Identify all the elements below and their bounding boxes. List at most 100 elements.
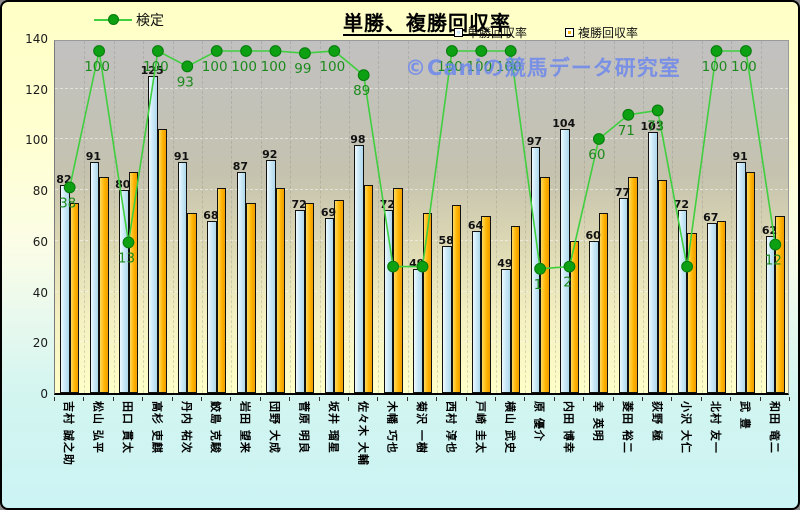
x-axis-tick [436,397,438,401]
bar-value-label: 87 [232,160,248,174]
y-axis-tick-label: 80 [32,184,48,199]
kentei-marker-point [299,47,311,60]
gridline-vertical [496,41,497,393]
kentei-marker-point [210,45,223,57]
bar-place [745,172,756,393]
bar-place [628,177,638,393]
bar-place [304,202,315,393]
bar-win [589,240,599,393]
x-axis-tick [671,397,673,401]
kentei-value-label: 100 [202,59,228,75]
gridline-vertical [407,41,409,393]
y-axis-tick-label: 40 [32,285,48,300]
x-axis-category-label: 原 優介 [532,401,546,442]
x-axis-category-label: 団野 大成 [268,401,282,454]
bar-value-label: 82 [56,173,72,187]
kentei-value-label: 100 [319,59,345,75]
bar-win [324,218,335,393]
bar-place [99,177,109,393]
bar-win [707,223,717,393]
x-axis-tick [730,397,732,401]
bar-value-label: 91 [85,150,101,164]
x-axis-tick [583,397,585,401]
bar-win [119,190,129,393]
x-axis-category-label: 田口 貫太 [121,401,135,454]
gridline-vertical [349,41,350,393]
x-axis-tick [318,397,320,401]
x-axis-category: 北村 友一 [701,401,730,505]
y-axis-tick-label: 60 [32,234,48,249]
x-axis-category: 田口 貫太 [113,401,142,505]
bar-place [363,185,374,393]
bar-place [775,215,785,393]
x-axis-category-label: 吉村 誠之助 [62,401,76,466]
bar-win [354,144,364,393]
x-axis-tick [54,397,55,401]
kentei-marker-point [240,45,253,57]
x-axis-category: 佐々木 大輔 [348,401,377,505]
x-axis-category: 戸崎 圭太 [466,401,495,505]
gridline-vertical [613,41,615,393]
x-axis-tick [259,397,261,401]
x-axis-tick [700,397,702,401]
gridline-vertical [290,41,292,393]
kentei-marker-point [651,104,664,117]
gridline-vertical [643,41,644,393]
bar-win [530,147,541,393]
bar-value-label: 80 [115,178,131,192]
x-axis-category: 菅原 明良 [289,401,318,505]
x-axis-tick [377,397,379,401]
x-axis-category: 丹内 祐次 [172,401,201,505]
bar-value-label: 91 [732,150,748,164]
bar-place [246,202,256,393]
x-axis-category-label: 菱田 裕二 [620,401,634,454]
y-axis-tick-label: 140 [25,32,48,46]
x-axis-category: 松山 弘平 [83,401,112,505]
x-axis-category-label: 荻野 極 [650,401,664,442]
kentei-marker-point [181,60,194,73]
gridline-vertical [437,41,439,393]
bar-place [716,220,726,393]
kentei-marker-point [475,45,488,57]
bar-win [736,162,746,393]
bar-value-label: 125 [140,64,164,78]
bar-value-label: 68 [203,208,219,222]
x-axis-tick [83,397,85,401]
x-axis-category-label: 横山 武史 [503,401,517,454]
x-axis-tick [495,397,496,401]
bar-place [540,177,550,393]
x-axis-labels: 吉村 誠之助 松山 弘平 田口 貫太 高杉 吏麒 丹内 祐次 鮫島 克駿 岩田 望来 団野 大… [54,401,789,505]
y-axis-tick-label: 100 [25,133,48,148]
x-axis-tick [612,397,614,401]
x-axis-category: 坂井 瑠星 [319,401,348,505]
x-axis-category-label: 北村 友一 [709,401,723,454]
chart-title: 単勝、複勝回収率 [343,11,511,35]
x-axis-category-label: 菊沢 一樹 [415,401,429,454]
gridline-vertical [760,41,762,393]
bar-place [187,212,197,393]
x-axis-tick [465,397,467,401]
x-axis-category-label: 武 豊 [738,401,752,430]
bar-value-label: 49 [497,256,513,270]
legend-key-icon [565,28,575,37]
kentei-value-label: 60 [588,147,605,163]
gridline-vertical [231,41,233,393]
kentei-marker-point [622,108,635,121]
bar-value-label: 104 [552,117,576,131]
gridline-vertical [378,41,380,393]
gridline-vertical [525,41,527,393]
y-axis-tick-label: 120 [25,82,48,97]
bar-win [501,268,511,393]
x-axis-tick [201,397,202,401]
bar-value-label: 60 [585,228,601,242]
plot-area: 82 91 80 125 91 68 87 92 72 69 98 72 49 58 64 49 97 104 60… [54,40,789,395]
bar-place [275,187,285,393]
bar-place [128,172,138,393]
kentei-marker-point [357,69,370,82]
kentei-marker-point [269,45,282,57]
legend-series: 単勝回収率 複勝回収率 [454,24,638,41]
bar-value-label: 91 [173,150,190,164]
kentei-value-label: 89 [353,83,370,99]
kentei-marker-point [740,45,752,57]
kentei-marker-point [446,45,458,57]
